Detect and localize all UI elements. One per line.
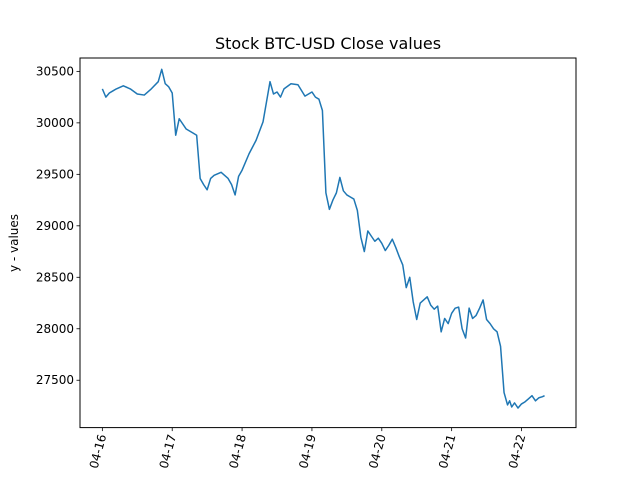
y-tick-label: 29500 xyxy=(36,167,74,181)
x-tick-label: 04-21 xyxy=(436,433,459,470)
plot-frame xyxy=(79,57,577,429)
y-tick-label: 28000 xyxy=(36,322,74,336)
series-layer xyxy=(101,68,545,409)
x-tick-label: 04-17 xyxy=(157,433,180,470)
x-tick-label: 04-19 xyxy=(296,433,319,470)
y-axis-label: y - values xyxy=(7,214,21,272)
y-tick-label: 30000 xyxy=(36,116,74,130)
chart-title: Stock BTC-USD Close values xyxy=(215,34,441,53)
x-tick-label: 04-18 xyxy=(226,433,249,470)
y-tick-label: 29000 xyxy=(36,219,74,233)
x-axis: 04-16 04-17 04-18 04-19 04-20 04-21 04-22 xyxy=(87,427,529,470)
x-tick-label: 04-22 xyxy=(506,433,529,470)
x-tick-label: 04-16 xyxy=(87,433,110,470)
y-tick-label: 30500 xyxy=(36,64,74,78)
y-axis: 27500 28000 28500 29000 29500 30000 30500 xyxy=(36,64,80,387)
y-tick-label: 28500 xyxy=(36,270,74,284)
y-tick-label: 27500 xyxy=(36,373,74,387)
x-tick-label: 04-20 xyxy=(366,433,389,470)
plot-area xyxy=(80,58,576,428)
series-line-0 xyxy=(101,68,545,409)
